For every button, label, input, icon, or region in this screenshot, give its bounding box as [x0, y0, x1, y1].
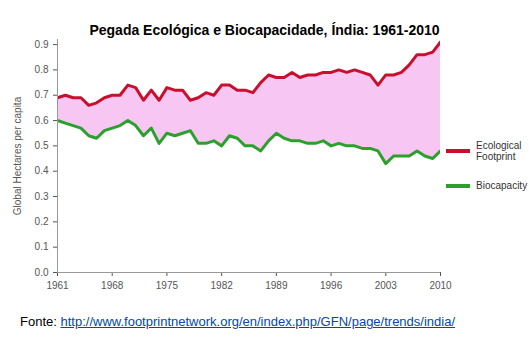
html-text:Ecological Footprint: Ecological Footprint [476, 140, 522, 162]
html-text:Pegada Ecológica e Biocapacida: Pegada Ecológica e Biocapacidade, Índia:… [89, 22, 440, 38]
svg-text:0.5: 0.5 [35, 140, 49, 151]
svg-text:2003: 2003 [375, 280, 398, 291]
svg-text:0.1: 0.1 [35, 241, 49, 252]
svg-text:0.9: 0.9 [35, 39, 49, 50]
svg-text:1996: 1996 [320, 280, 343, 291]
svg-text:0.3: 0.3 [35, 191, 49, 202]
svg-text:0.0: 0.0 [35, 267, 49, 278]
svg-text:0.2: 0.2 [35, 216, 49, 227]
svg-text:1982: 1982 [211, 280, 234, 291]
svg-text:1968: 1968 [101, 280, 124, 291]
svg-text:0.6: 0.6 [35, 115, 49, 126]
svg-text:1975: 1975 [156, 280, 179, 291]
svg-text:0.8: 0.8 [35, 64, 49, 75]
html-text:Biocapacity: Biocapacity [476, 180, 528, 191]
html-text:Fonte: http://www.footprintnet: Fonte: http://www.footprintnetwork.org/e… [20, 314, 455, 329]
svg-text:Global Hectares per capita: Global Hectares per capita [12, 96, 23, 215]
svg-text:1989: 1989 [265, 280, 288, 291]
svg-text:1961: 1961 [46, 280, 69, 291]
svg-text:0.4: 0.4 [35, 165, 49, 176]
svg-text:0.7: 0.7 [35, 89, 49, 100]
svg-text:2010: 2010 [429, 280, 452, 291]
